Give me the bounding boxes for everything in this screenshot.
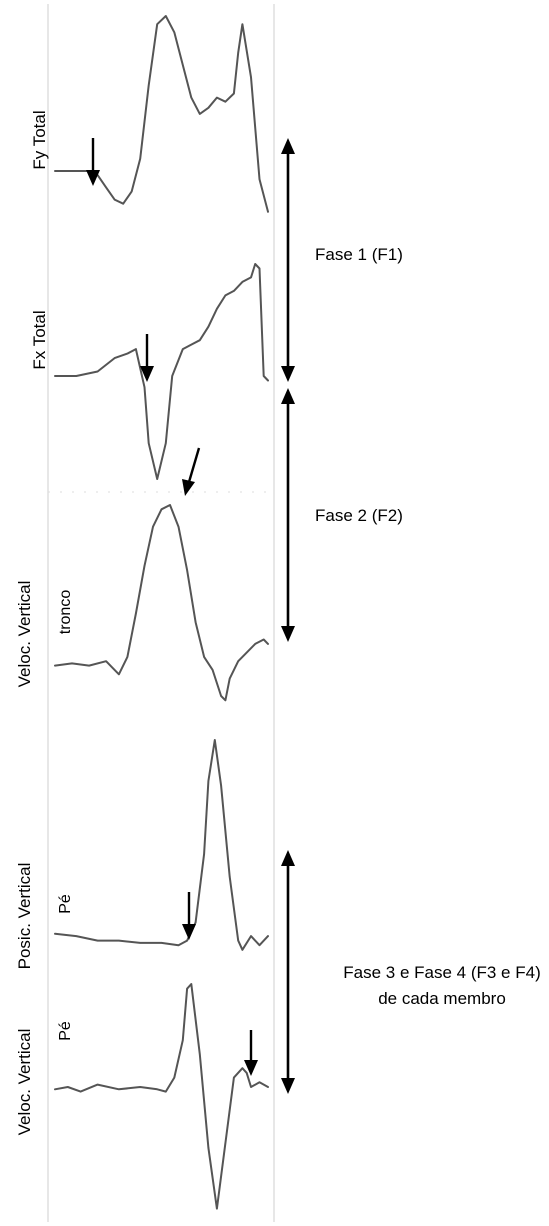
fx-onset-arrow [140,334,154,382]
phase1-label: Fase 1 (F1) [315,245,403,264]
phase-arrows [281,138,295,1094]
tronco-sublabel: tronco [57,590,74,635]
phase3-4-arrow [281,850,295,1094]
fy-total-ylabel: Fy Total [30,110,49,169]
pe-sublabel-veloc: Pé [57,1021,74,1041]
fy-onset-arrow [86,138,100,186]
pe-posic-trace [54,739,269,951]
phase1-arrow [281,138,295,382]
fx-total-ylabel: Fx Total [30,310,49,369]
phase3-4-label-line1: Fase 3 e Fase 4 (F3 e F4) [343,963,540,982]
pe-posic-onset-arrow [182,892,196,940]
tronco-veloc-trace [54,504,269,702]
veloc-vertical-tronco-ylabel: Veloc. Vertical [15,581,34,688]
traces-group [54,15,269,1210]
pe-sublabel-posic: Pé [57,894,74,914]
posic-vertical-ylabel: Posic. Vertical [15,863,34,970]
pe-veloc-trace [54,983,269,1210]
tronco-peak-arrow [182,447,201,496]
phase2-label: Fase 2 (F2) [315,506,403,525]
fx-total-trace [54,263,269,480]
fy-total-trace [54,15,269,213]
phase2-arrow [281,388,295,642]
event-arrows [86,138,258,1076]
veloc-vertical-pe-ylabel: Veloc. Vertical [15,1029,34,1136]
phase3-4-label-line2: de cada membro [378,989,506,1008]
pe-veloc-event-arrow [244,1030,258,1076]
